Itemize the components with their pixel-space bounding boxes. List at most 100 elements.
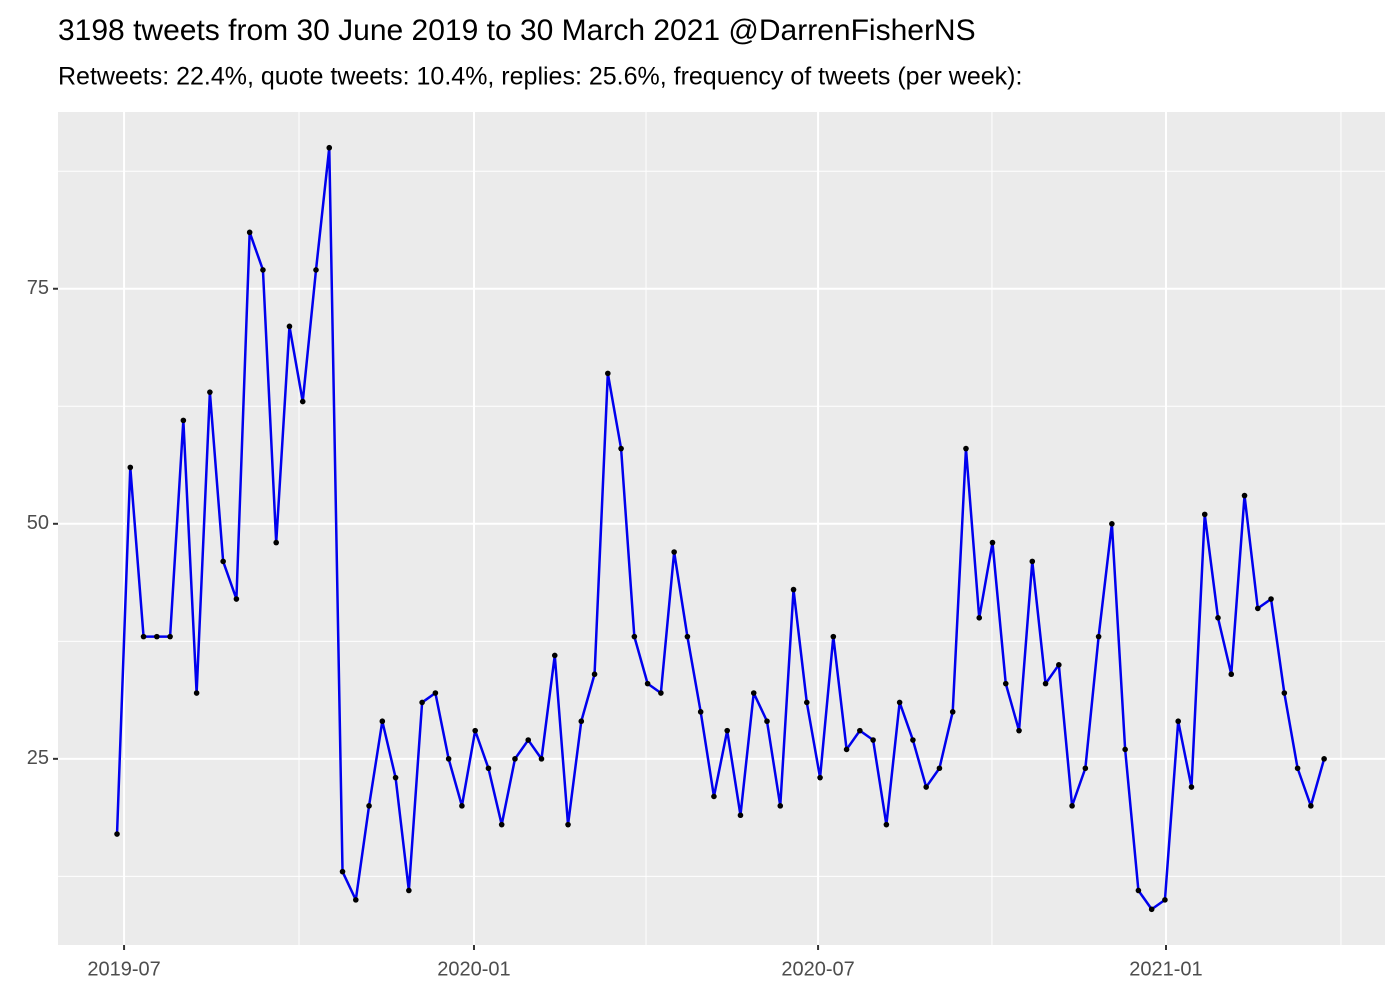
data-point [246, 229, 253, 236]
data-point [1188, 784, 1195, 790]
x-tick-label: 2021-01 [1129, 958, 1202, 980]
data-point [605, 370, 611, 377]
data-point [485, 765, 492, 772]
data-point [618, 445, 624, 452]
data-point [525, 737, 532, 743]
data-point [1042, 680, 1049, 687]
data-point [644, 680, 651, 687]
data-point [1162, 897, 1168, 903]
data-point [1215, 615, 1221, 621]
y-tick-label: 75 [27, 277, 49, 299]
data-point [551, 652, 558, 659]
data-point [631, 633, 638, 640]
data-point [1228, 671, 1235, 678]
data-point [777, 803, 784, 809]
data-point [976, 615, 983, 621]
data-point [512, 756, 518, 762]
data-point [273, 539, 280, 546]
data-point [286, 323, 293, 330]
data-point [737, 812, 744, 819]
data-point [870, 737, 876, 743]
data-point [923, 784, 929, 790]
data-line [115, 146, 1326, 911]
data-point [538, 756, 545, 762]
data-point [684, 633, 691, 640]
data-point [127, 464, 134, 471]
data-point [299, 398, 306, 405]
data-point [1268, 596, 1274, 602]
data-point [1281, 690, 1288, 696]
data-point [565, 821, 571, 828]
data-point [697, 709, 704, 715]
data-point [711, 793, 717, 800]
data-point [1082, 765, 1089, 772]
data-point [1175, 718, 1182, 725]
x-tick-label: 2019-07 [87, 958, 160, 980]
data-point [883, 821, 890, 828]
data-point [1241, 492, 1248, 499]
data-point [963, 445, 969, 452]
data-point [207, 389, 213, 395]
data-point [591, 671, 598, 678]
data-point [1254, 605, 1261, 612]
data-point [366, 803, 372, 809]
data-point [857, 727, 863, 734]
data-point [114, 831, 120, 837]
data-point [167, 633, 173, 640]
data-point [1201, 511, 1208, 518]
data-point [989, 539, 996, 546]
data-point [896, 699, 903, 706]
data-point [578, 718, 585, 725]
data-point [910, 737, 916, 743]
data-point [498, 821, 505, 828]
data-point [671, 549, 677, 555]
data-point [472, 727, 478, 734]
data-point [326, 144, 333, 151]
y-tick-label: 25 [27, 747, 49, 769]
data-point [260, 267, 266, 273]
data-point [154, 633, 160, 640]
data-point [1095, 633, 1102, 640]
x-tick-label: 2020-07 [781, 958, 854, 980]
data-point [1016, 727, 1022, 734]
data-point [193, 690, 200, 696]
data-point [233, 596, 240, 602]
data-point [1056, 662, 1062, 668]
chart-subtitle: Retweets: 22.4%, quote tweets: 10.4%, re… [58, 63, 1022, 91]
data-point [339, 868, 346, 875]
data-point [1069, 803, 1075, 809]
data-point [1294, 765, 1301, 772]
data-point [790, 586, 797, 593]
data-point [445, 756, 452, 762]
data-point [392, 774, 399, 781]
data-point [949, 709, 956, 715]
y-tick-label: 50 [27, 512, 49, 534]
data-point [459, 803, 465, 809]
data-point [724, 727, 731, 734]
data-point [1029, 558, 1036, 565]
data-point [140, 633, 147, 640]
data-point [1109, 520, 1115, 527]
data-point [1002, 680, 1009, 687]
data-point [830, 633, 837, 640]
data-point [750, 690, 757, 696]
data-point [1148, 906, 1155, 913]
data-point [1308, 803, 1314, 809]
data-point [406, 887, 412, 894]
data-point [220, 558, 226, 565]
data-point [843, 746, 850, 753]
plot-panel [58, 112, 1385, 945]
data-point [817, 774, 823, 781]
data-point [764, 718, 770, 725]
data-point [313, 267, 319, 273]
data-point [180, 417, 187, 424]
data-point [379, 718, 386, 725]
data-point [352, 897, 359, 903]
data-point [936, 765, 943, 772]
data-point [1122, 746, 1128, 753]
x-tick-label: 2020-01 [437, 958, 510, 980]
data-point [658, 690, 664, 696]
data-point [803, 699, 810, 706]
data-point [1135, 887, 1142, 894]
